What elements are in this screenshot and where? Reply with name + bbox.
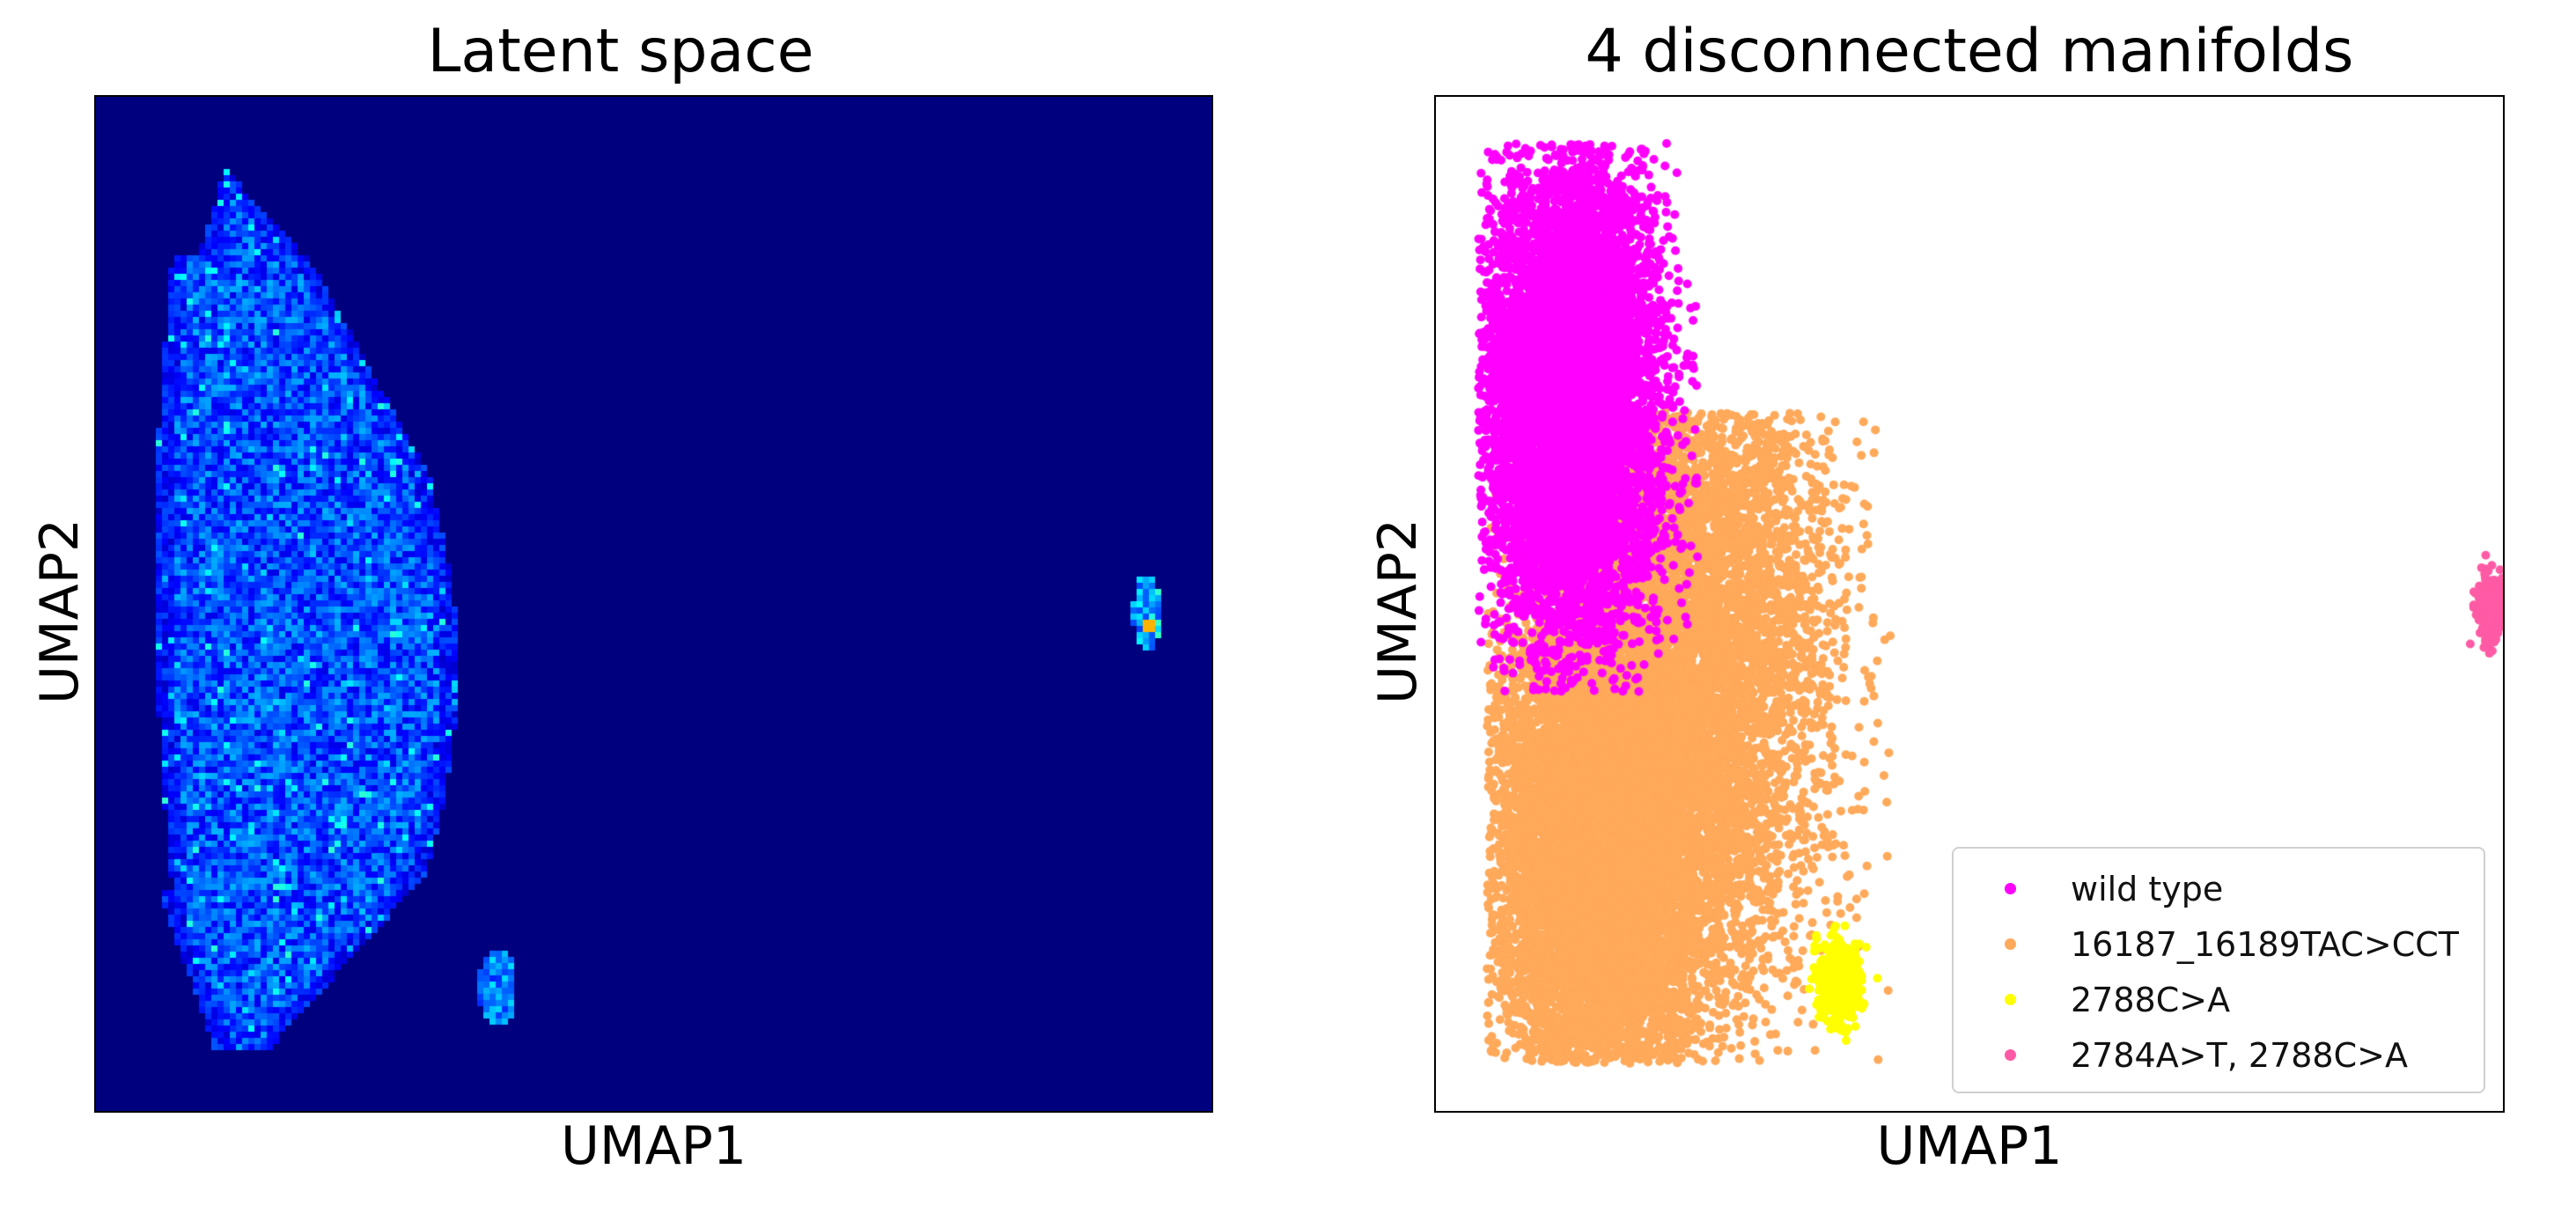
legend-label: 16187_16189TAC>CCT	[2070, 924, 2459, 964]
x-axis-label: UMAP1	[560, 1115, 747, 1177]
legend-marker	[2004, 938, 2016, 950]
legend-marker	[2004, 883, 2016, 894]
y-axis-label: UMAP2	[1367, 518, 1429, 704]
legend-item-wild-type: wild type	[1971, 861, 2459, 916]
heatmap-canvas	[94, 95, 1213, 1113]
heatmap-plot-area	[94, 95, 1213, 1113]
legend-label: 2788C>A	[2070, 980, 2231, 1019]
chart-title: 4 disconnected manifolds	[1585, 17, 2354, 86]
chart-title: Latent space	[427, 17, 814, 86]
legend-marker	[2004, 994, 2016, 1005]
legend: wild type 16187_16189TAC>CCT 2788C>A 278…	[1951, 847, 2485, 1093]
x-axis-label: UMAP1	[1876, 1115, 2063, 1177]
legend-label: wild type	[2070, 869, 2224, 908]
legend-item-2784: 2784A>T, 2788C>A	[1971, 1027, 2459, 1083]
legend-item-2788: 2788C>A	[1971, 972, 2459, 1027]
legend-marker	[2004, 1049, 2016, 1061]
manifolds-panel: 4 disconnected manifolds UMAP2 wild type…	[1250, 0, 2576, 1206]
y-axis-label: UMAP2	[29, 518, 91, 704]
legend-item-16187: 16187_16189TAC>CCT	[1971, 916, 2459, 972]
scatter-plot-area: wild type 16187_16189TAC>CCT 2788C>A 278…	[1434, 95, 2505, 1113]
latent-space-panel: Latent space UMAP2 UMAP1	[0, 0, 1250, 1206]
legend-label: 2784A>T, 2788C>A	[2070, 1035, 2408, 1075]
